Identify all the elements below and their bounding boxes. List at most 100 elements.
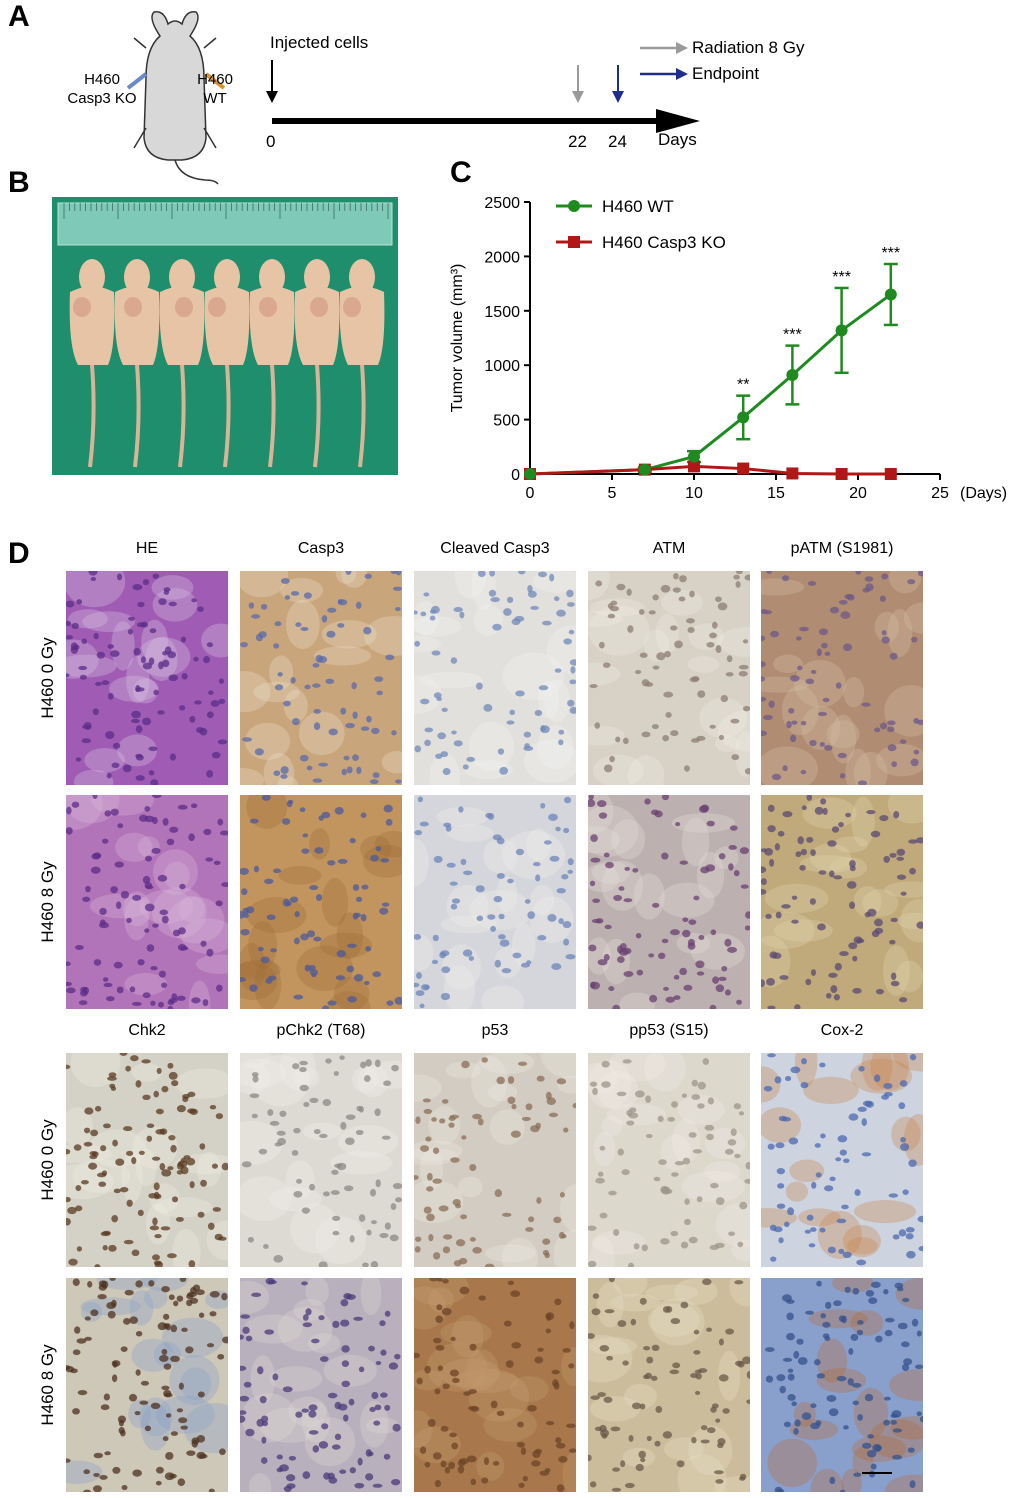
data-point xyxy=(835,324,848,337)
x-tick-label: 0 xyxy=(526,485,535,502)
legend-endpoint: Endpoint xyxy=(692,64,760,83)
micrograph-tile xyxy=(240,1053,402,1267)
legend-label: H460 Casp3 KO xyxy=(602,233,726,252)
x-axis-label: (Days) xyxy=(960,485,1007,502)
micrograph-tile xyxy=(240,795,402,1009)
mouse-right-line1: H460 xyxy=(197,71,233,88)
mouse-right-line2: WT xyxy=(203,90,227,107)
data-point xyxy=(786,467,799,480)
legend-marker xyxy=(568,236,580,248)
x-tick-label: 15 xyxy=(767,485,785,502)
timeline-days-label: Days xyxy=(658,130,697,149)
injected-cells-label: Injected cells xyxy=(270,33,369,52)
stain-title: ATM xyxy=(652,540,686,557)
stain-title: pChk2 (T68) xyxy=(276,1022,366,1039)
y-tick-label: 1500 xyxy=(484,304,520,321)
mice-group xyxy=(69,259,385,468)
micrograph-tile xyxy=(761,1278,923,1492)
y-axis-label: Tumor volume (mm³) xyxy=(449,264,466,413)
panel-letter-c: C xyxy=(450,156,472,189)
x-tick-label: 20 xyxy=(849,485,867,502)
significance-mark: ** xyxy=(737,377,749,394)
series-line xyxy=(529,293,892,476)
scale-bar xyxy=(862,1472,892,1474)
mice-photo xyxy=(52,197,398,475)
y-tick-label: 0 xyxy=(511,467,520,484)
stain-title: HE xyxy=(135,540,159,557)
mouse-photo-item xyxy=(249,259,295,468)
data-point xyxy=(786,368,799,381)
condition-row-label: H460 8 Gy xyxy=(38,861,57,943)
legend-label: H460 WT xyxy=(602,197,674,216)
panel-letter-b: B xyxy=(8,166,30,199)
data-point xyxy=(884,288,897,301)
significance-mark: *** xyxy=(783,327,802,344)
stain-title: Casp3 xyxy=(297,540,345,557)
panel-letter-d: D xyxy=(8,537,30,570)
mouse-left-line1: H460 xyxy=(84,71,120,88)
micrograph-tile xyxy=(761,1053,923,1267)
data-point xyxy=(884,468,897,480)
legend-marker xyxy=(568,200,580,212)
data-point xyxy=(737,411,750,424)
mouse-photo-item xyxy=(69,259,115,468)
data-point xyxy=(688,460,700,473)
condition-row-label: H460 8 Gy xyxy=(38,1344,57,1426)
micrograph-tile xyxy=(66,1278,228,1492)
mouse-right-label: H460 WT xyxy=(190,70,240,108)
stain-title: pp53 (S15) xyxy=(629,1022,709,1039)
mouse-photo-item xyxy=(339,259,385,468)
timeline-tick-24: 24 xyxy=(608,132,627,151)
x-tick-label: 5 xyxy=(608,485,617,502)
mouse-photo-item xyxy=(294,259,340,468)
micrograph-tile xyxy=(761,571,923,785)
micrograph-tile xyxy=(66,795,228,1009)
stain-title: Cox-2 xyxy=(820,1022,864,1039)
legend-radiation: Radiation 8 Gy xyxy=(692,38,805,57)
micrograph-tile xyxy=(588,1278,750,1492)
mouse-left-label: H460 Casp3 KO xyxy=(62,70,142,108)
micrograph-tile xyxy=(414,571,576,785)
micrograph-tile xyxy=(414,795,576,1009)
y-tick-label: 1000 xyxy=(484,358,520,375)
timeline-axis xyxy=(266,60,700,133)
timeline-tick-0: 0 xyxy=(266,132,276,151)
micrograph-tile xyxy=(588,571,750,785)
condition-row-label: H460 0 Gy xyxy=(38,1119,57,1201)
stain-title: Cleaved Casp3 xyxy=(440,540,550,557)
x-tick-label: 25 xyxy=(931,485,949,502)
micrograph-tile xyxy=(761,795,923,1009)
mouse-photo-item xyxy=(159,259,205,468)
micrograph-tile xyxy=(414,1053,576,1267)
micrograph-tile xyxy=(588,1053,750,1267)
mouse-left-line2: Casp3 KO xyxy=(67,90,137,107)
ruler-ticks xyxy=(63,203,389,219)
chart-legend: H460 WT H460 Casp3 KO xyxy=(556,197,726,252)
y-tick-label: 2500 xyxy=(484,195,520,212)
chart-axes: 0 5 10 15 20 25 0 500 1000 1500 2000 2500 (Days) Tumo… xyxy=(449,195,1007,502)
micrograph-tile xyxy=(240,1278,402,1492)
data-point xyxy=(638,463,651,476)
significance-mark: *** xyxy=(832,269,851,286)
micrograph-tile xyxy=(240,571,402,785)
stain-title: pATM (S1981) xyxy=(790,540,894,557)
timeline-legend-arrows xyxy=(640,42,688,80)
stain-title: Chk2 xyxy=(128,1022,166,1039)
micrograph-tile xyxy=(414,1278,576,1492)
condition-row-label: H460 0 Gy xyxy=(38,637,57,719)
data-point xyxy=(835,468,848,480)
mouse-photo-item xyxy=(204,259,250,468)
mouse-photo-item xyxy=(114,259,160,468)
x-tick-label: 10 xyxy=(685,485,703,502)
micrograph-tile xyxy=(588,795,750,1009)
significance-mark: *** xyxy=(881,245,900,262)
data-point xyxy=(737,462,750,475)
mouse-schematic xyxy=(126,11,226,185)
y-tick-label: 2000 xyxy=(484,249,520,266)
y-tick-label: 500 xyxy=(493,413,520,430)
data-point xyxy=(524,468,536,480)
chart-series: *********** xyxy=(524,245,900,480)
tumor-volume-chart: 0 5 10 15 20 25 0 500 1000 1500 2000 2500 (Days) Tumo… xyxy=(449,195,1007,502)
stain-title: p53 xyxy=(481,1022,509,1039)
panel-letter-a: A xyxy=(8,0,30,33)
